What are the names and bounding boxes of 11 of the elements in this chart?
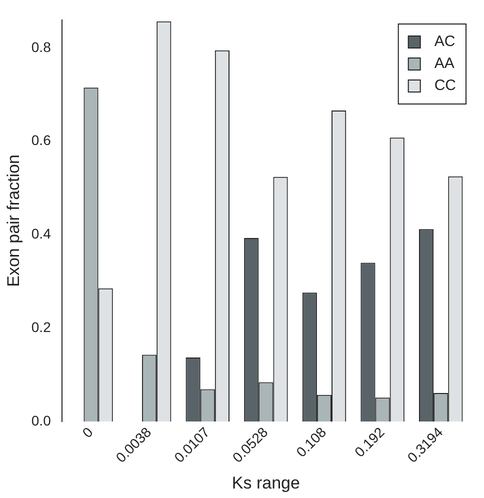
y-tick-label: 0.2 [31,318,52,335]
legend-label: AC [434,33,456,50]
y-tick-label: 0.8 [31,38,52,55]
x-axis-title: Ks range [232,473,300,492]
x-tick-label: 0 [79,424,96,441]
y-tick-label: 0.0 [31,412,52,428]
y-tick-label: 0.6 [31,132,52,148]
y-tick-label: 0.4 [31,226,52,242]
legend-label: CC [434,77,456,94]
legend-label: AA [434,55,454,72]
y-axis-title: Exon pair fraction [4,154,23,287]
